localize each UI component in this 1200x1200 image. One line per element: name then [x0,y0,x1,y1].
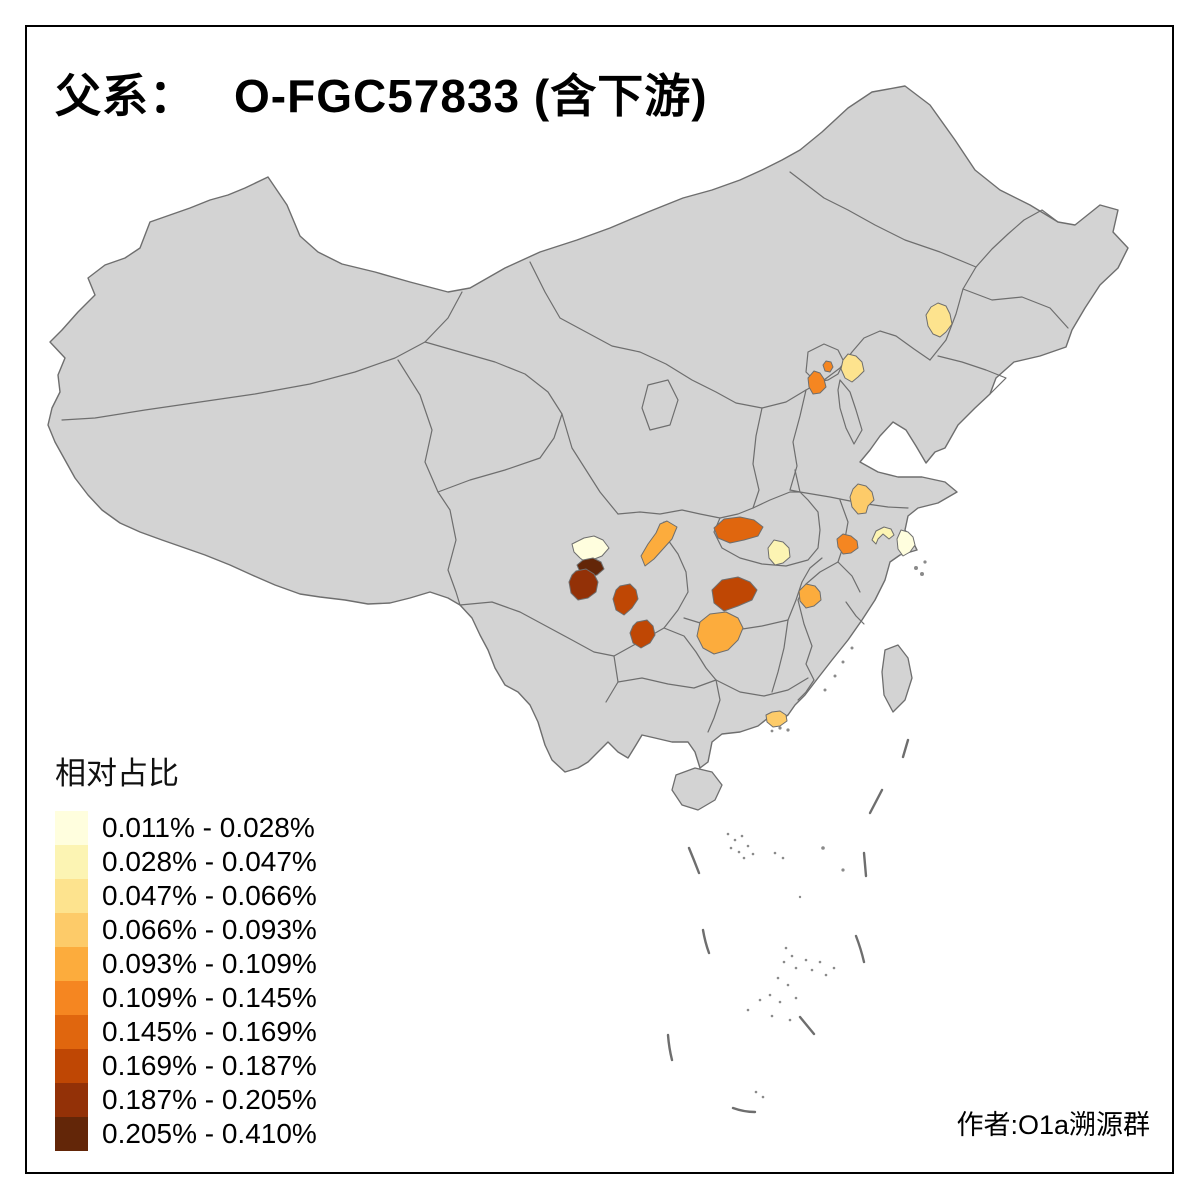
region-shaanxi-south-area [640,520,678,567]
legend-title: 相对占比 [55,756,179,791]
legend-label: 0.145% - 0.169% [102,1016,317,1047]
legend-item: 0.028% - 0.047% [55,845,317,879]
legend-label: 0.011% - 0.028% [102,812,315,843]
legend-swatch [55,1049,88,1083]
author-credit: 作者:O1a溯源群 [956,1110,1150,1140]
region-henan-southwest-area [713,516,764,544]
region-northeast-jilin-area [925,302,953,338]
legend-item: 0.169% - 0.187% [55,1049,317,1083]
legend-label: 0.066% - 0.093% [102,914,317,945]
region-hebei-langfang-area [807,370,827,395]
legend-item: 0.109% - 0.145% [55,981,317,1015]
legend-label: 0.047% - 0.066% [102,880,317,911]
highlighted-regions [568,302,953,728]
legend-label: 0.169% - 0.187% [102,1050,317,1081]
legend-item: 0.066% - 0.093% [55,913,317,947]
page-title: 父系： O-FGC57833 (含下游) [55,60,708,126]
legend-item: 0.145% - 0.169% [55,1015,317,1049]
legend-label: 0.187% - 0.205% [102,1084,317,1115]
region-jiangsu-central-area [849,483,875,515]
legend-item: 0.205% - 0.410% [55,1117,317,1151]
region-hunan-west-area [696,611,744,655]
region-sichuan-southwest-area [568,568,599,601]
taiwan-island [881,644,913,713]
legend-swatch [55,947,88,981]
region-henan-southeast-area [767,539,791,566]
region-jiangxi-north-area [798,583,822,609]
legend: 相对占比 0.011% - 0.028% 0.028% - 0.047% 0.0… [55,748,317,1151]
region-beijing-tianjin-border-enclave [822,360,834,373]
legend-label: 0.093% - 0.109% [102,948,317,979]
region-hebei-tangshan-area [840,353,865,383]
paracel-islands-dots [726,832,802,899]
legend-swatch [55,1083,88,1117]
region-sichuan-south-area [612,583,639,616]
legend-label: 0.028% - 0.047% [102,846,317,877]
region-hubei-hunan-border-area [711,576,758,612]
region-shanghai-area [896,529,916,557]
coastal-island-dots [770,560,927,872]
legend-swatch [55,1117,88,1151]
title-main: O-FGC57833 (含下游) [234,70,708,122]
legend-swatch [55,1015,88,1049]
nine-dash-line [666,738,910,1114]
plot-frame [25,25,1174,1174]
region-anhui-central-area [836,533,859,555]
legend-label: 0.109% - 0.145% [102,982,317,1013]
china-mainland-outline [47,85,1129,773]
region-guangdong-pearl-river-delta-area [765,710,788,728]
legend-swatch [55,981,88,1015]
legend-item: 0.187% - 0.205% [55,1083,317,1117]
region-guizhou-north-area [629,619,656,649]
legend-swatch [55,811,88,845]
legend-item: 0.047% - 0.066% [55,879,317,913]
legend-label: 0.205% - 0.410% [102,1118,317,1149]
legend-swatch [55,879,88,913]
title-prefix: 父系： [55,70,196,122]
spratly-islands-dots [746,946,836,1099]
legend-swatch [55,913,88,947]
legend-item: 0.011% - 0.028% [55,811,317,845]
legend-swatch [55,845,88,879]
region-jiangsu-south-area [871,526,895,545]
legend-item: 0.093% - 0.109% [55,947,317,981]
hainan-island [671,767,723,811]
